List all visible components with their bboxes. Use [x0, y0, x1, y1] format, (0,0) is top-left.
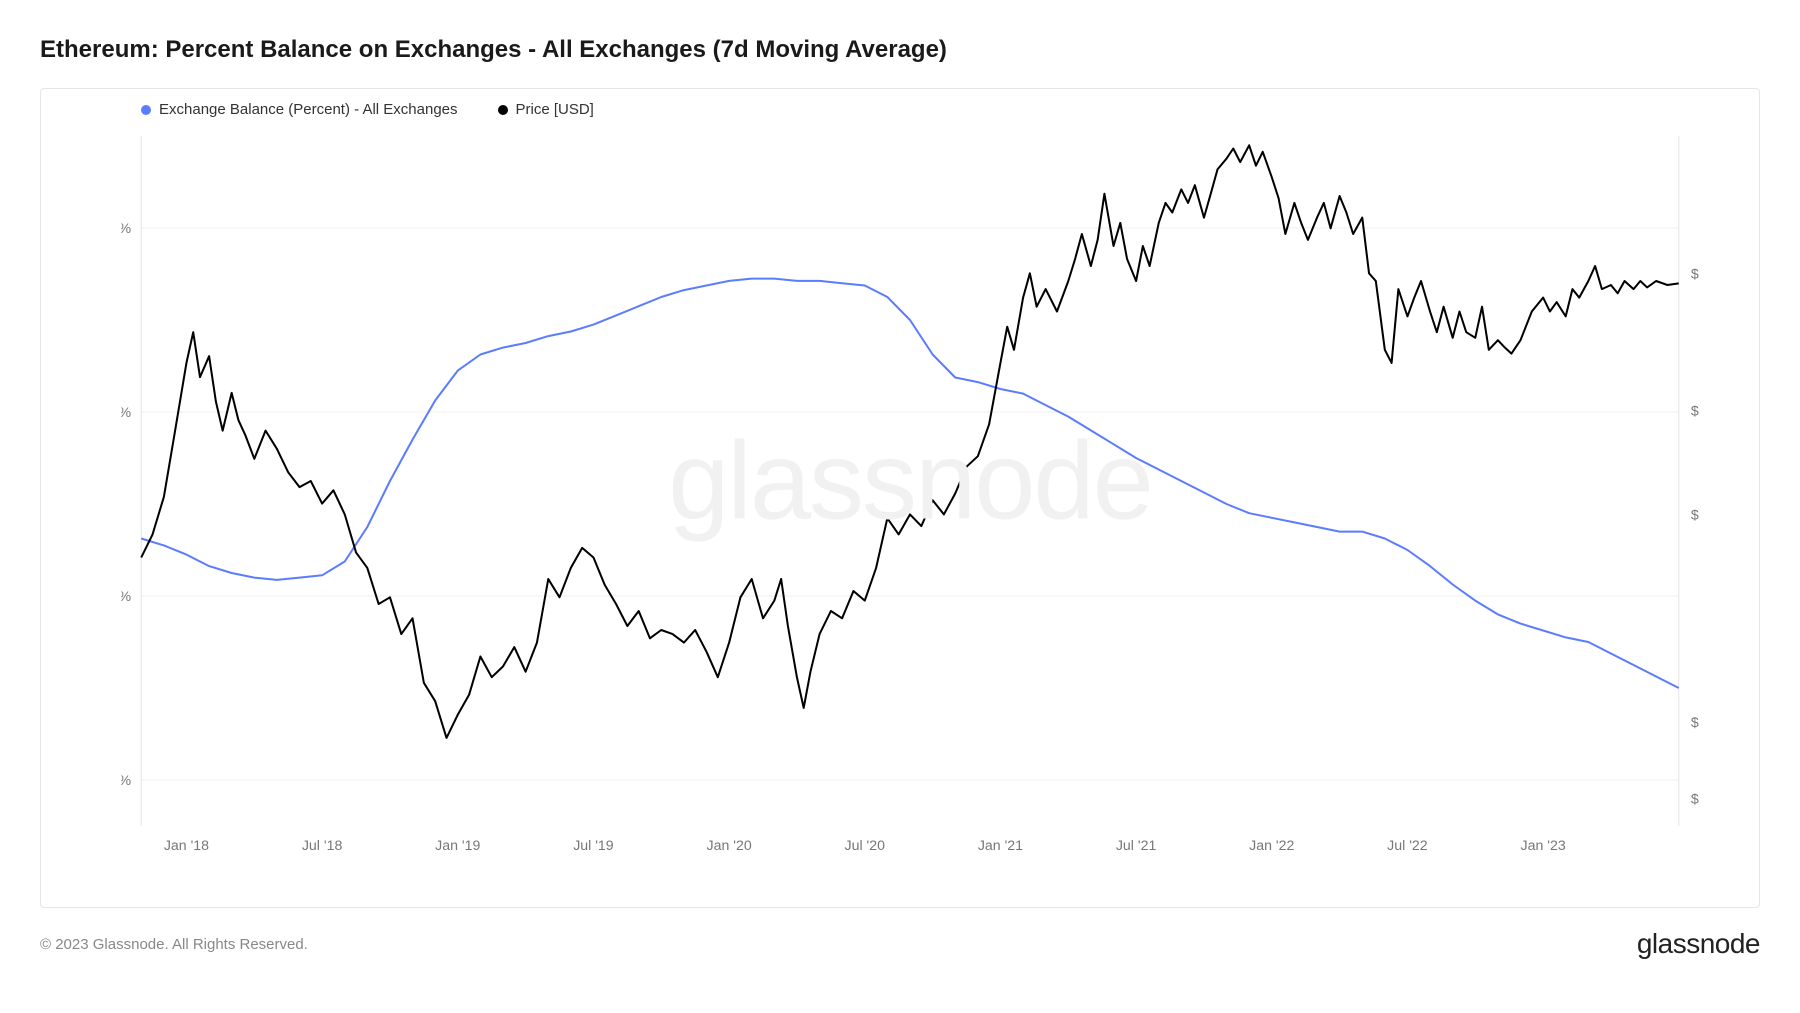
chart-frame: Exchange Balance (Percent) - All Exchang…: [40, 88, 1760, 908]
chart-legend: Exchange Balance (Percent) - All Exchang…: [41, 101, 1759, 118]
legend-label-balance: Exchange Balance (Percent) - All Exchang…: [159, 101, 458, 118]
svg-text:Jan '19: Jan '19: [435, 837, 480, 853]
chart-title: Ethereum: Percent Balance on Exchanges -…: [40, 36, 1760, 64]
svg-text:Jan '22: Jan '22: [1249, 837, 1294, 853]
legend-label-price: Price [USD]: [516, 101, 594, 118]
plot-svg: 8% 16% 24% 32% $60 $100 $400 $800 $2k Jan '18 Jul …: [121, 126, 1699, 866]
svg-text:Jan '18: Jan '18: [164, 837, 209, 853]
svg-text:Jan '21: Jan '21: [978, 837, 1023, 853]
legend-item-price: Price [USD]: [498, 101, 594, 118]
svg-text:$100: $100: [1691, 714, 1699, 730]
svg-text:$400: $400: [1691, 507, 1699, 523]
svg-text:Jan '20: Jan '20: [707, 837, 752, 853]
plot-area: glassnode 8%16%24%32%$60$100$400$800$2kJ…: [121, 126, 1699, 866]
svg-text:$2k: $2k: [1691, 265, 1699, 281]
brand-logo: glassnode: [1637, 928, 1760, 960]
svg-text:Jan '23: Jan '23: [1520, 837, 1565, 853]
svg-text:Jul '22: Jul '22: [1387, 837, 1428, 853]
svg-text:Jul '18: Jul '18: [302, 837, 343, 853]
svg-text:$800: $800: [1691, 403, 1699, 419]
svg-text:8%: 8%: [121, 772, 132, 788]
svg-text:Jul '19: Jul '19: [573, 837, 614, 853]
svg-text:$60: $60: [1691, 791, 1699, 807]
svg-text:Jul '20: Jul '20: [845, 837, 886, 853]
svg-text:32%: 32%: [121, 220, 132, 236]
footer: © 2023 Glassnode. All Rights Reserved. g…: [40, 928, 1760, 960]
svg-text:16%: 16%: [121, 588, 132, 604]
copyright-text: © 2023 Glassnode. All Rights Reserved.: [40, 936, 308, 953]
svg-text:24%: 24%: [121, 404, 132, 420]
legend-dot-icon: [498, 105, 508, 115]
legend-dot-icon: [141, 105, 151, 115]
legend-item-balance: Exchange Balance (Percent) - All Exchang…: [141, 101, 458, 118]
svg-text:Jul '21: Jul '21: [1116, 837, 1157, 853]
